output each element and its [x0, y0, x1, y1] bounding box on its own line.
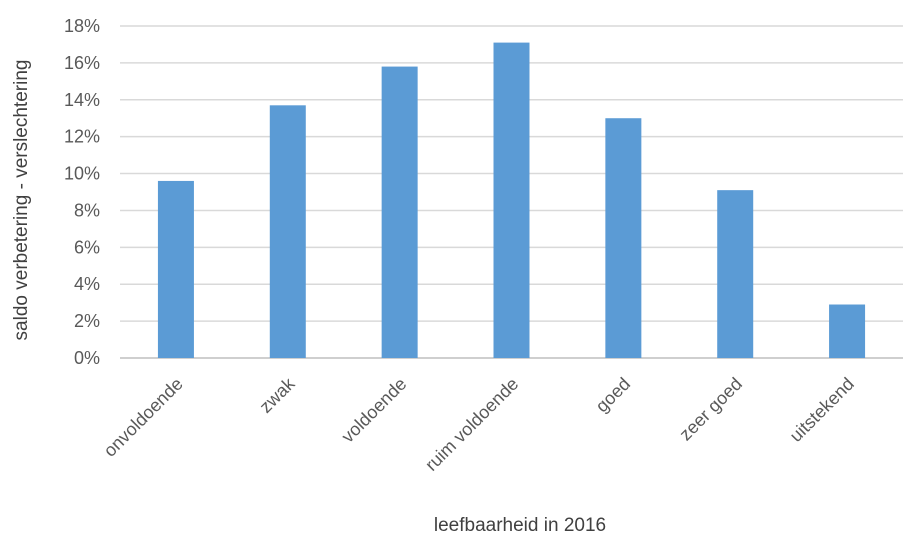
bar [717, 190, 754, 358]
bar [829, 304, 866, 358]
x-axis-title: leefbaarheid in 2016 [434, 515, 606, 536]
x-tick-label: goed [592, 374, 634, 416]
x-tick-label: zwak [255, 373, 299, 417]
y-tick-label: 0% [74, 348, 100, 368]
bar [269, 105, 306, 358]
x-tick-label: uitstekend [786, 374, 858, 446]
y-tick-label: 2% [74, 311, 100, 331]
y-tick-labels: 0% 2% 4% 6% 8% 10% 12% 14% 16% 18% [64, 16, 100, 368]
y-tick-label: 12% [64, 127, 100, 147]
x-tick-label: ruim voldoende [421, 374, 522, 475]
x-tick-label: voldoende [338, 374, 411, 447]
bar [381, 66, 418, 359]
y-axis-title: saldo verbetering - verslechtering [11, 60, 32, 341]
bar [493, 42, 530, 358]
x-tick-label: zeer goed [675, 374, 746, 445]
y-tick-label: 6% [74, 237, 100, 257]
bars [157, 42, 866, 359]
y-tick-label: 16% [64, 53, 100, 73]
y-tick-label: 4% [74, 274, 100, 294]
bar [605, 118, 642, 358]
x-tick-label: onvoldoende [100, 374, 187, 461]
y-tick-label: 18% [64, 16, 100, 36]
bar [157, 180, 194, 358]
y-tick-label: 8% [74, 200, 100, 220]
y-tick-label: 10% [64, 164, 100, 184]
y-tick-label: 14% [64, 90, 100, 110]
x-tick-labels: onvoldoende zwak voldoende ruim voldoende go… [100, 373, 858, 475]
